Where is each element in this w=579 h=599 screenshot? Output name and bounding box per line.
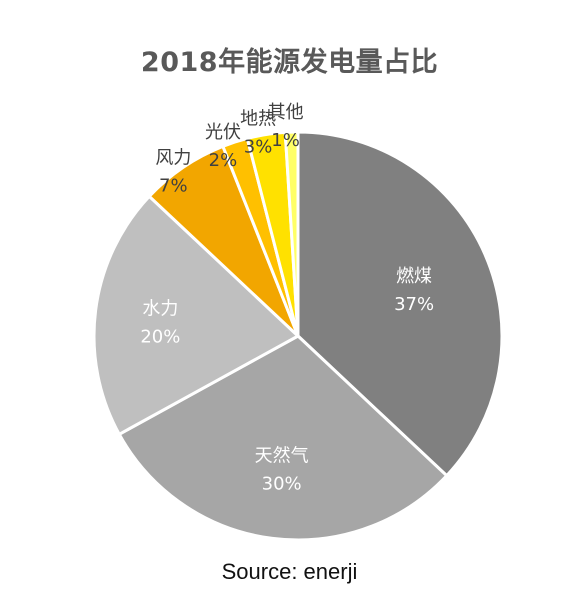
slice-value-label: 7% (159, 175, 188, 196)
slice-category-label: 地热 (240, 109, 276, 130)
pie-slice-3 (92, 194, 301, 437)
slice-category-label: 天然气 (255, 446, 309, 467)
source-note: Source: enerji (221, 559, 358, 584)
slice-value-label: 20% (140, 327, 180, 348)
slice-value-label: 30% (262, 474, 302, 495)
slice-category-label: 水力 (142, 299, 178, 320)
slice-value-label: 3% (244, 137, 273, 158)
slice-value-label: 2% (209, 150, 238, 171)
slice-value-label: 37% (394, 294, 434, 315)
pie-slice-1 (296, 130, 504, 478)
slice-category-label: 风力 (155, 147, 191, 168)
slice-category-label: 燃煤 (396, 266, 432, 287)
slice-category-label: 光伏 (205, 122, 241, 143)
chart-title: 2018年能源发电量占比 (140, 47, 439, 78)
pie-labels: 燃煤 37% 天然气 30% 水力 20% 风力 7% 光伏 2%地热 3% 其他 1% (140, 102, 434, 494)
pie-slices (92, 130, 504, 542)
slice-value-label: 1% (271, 130, 300, 151)
slice-category-label: 其他 (268, 102, 304, 123)
pie-slice-7 (283, 130, 300, 337)
pie-slice-2 (117, 334, 449, 542)
